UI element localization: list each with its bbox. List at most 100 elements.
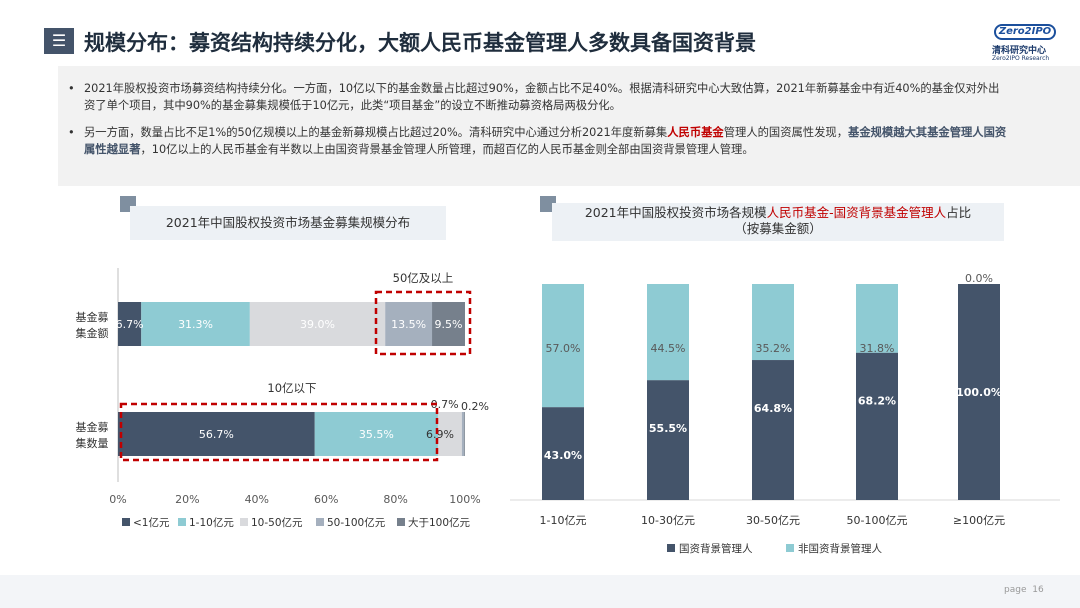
right-data-label-nonstate: 35.2% (756, 342, 791, 355)
left-x-tick-label: 40% (245, 493, 269, 506)
left-data-label: 13.5% (391, 318, 426, 331)
left-legend-label: 50-100亿元 (327, 516, 386, 529)
left-legend-swatch (316, 518, 324, 526)
right-stacked-column-chart: 43.0% 57.0% 1-10亿元 55.5% 44.5% 10-30亿元 64.8% 35… (510, 272, 1060, 555)
left-bar-segment (314, 412, 438, 456)
bullet-2-part-b: 管理人的国资属性发现， (723, 126, 849, 139)
right-bar-segment-nonstate (647, 284, 689, 381)
bullet-2-highlight-blue: 基金规模越大其基金管理人国资属性越显著 (84, 126, 1007, 156)
left-legend-swatch (240, 518, 248, 526)
right-bar-segment-nonstate (856, 284, 898, 353)
menu-icon: ☰ (44, 28, 74, 54)
right-category-label: 50-100亿元 (847, 514, 908, 527)
page-title: 规模分布：募资结构持续分化，大额人民币基金管理人多数具备国资背景 (84, 31, 756, 55)
left-bar-segment (464, 412, 465, 456)
right-legend-label: 非国资背景管理人 (798, 542, 882, 555)
annotation-label-under10: 10亿以下 (267, 381, 316, 395)
left-bar-segment (249, 302, 386, 346)
left-x-tick-label: 80% (383, 493, 407, 506)
left-data-label: 6.9% (426, 428, 454, 441)
left-bar-segment (118, 412, 315, 456)
header-band (0, 0, 1080, 66)
right-data-label-nonstate: 57.0% (546, 342, 581, 355)
left-data-label: 9.5% (435, 318, 463, 331)
left-x-tick-label: 60% (314, 493, 338, 506)
left-legend-label: 1-10亿元 (189, 516, 234, 529)
left-bar-segment (437, 412, 462, 456)
left-data-label: 0.2% (461, 400, 489, 413)
left-bar-segment (461, 412, 465, 456)
left-legend-label: 大于100亿元 (408, 516, 471, 529)
left-legend-label: <1亿元 (133, 516, 170, 529)
left-x-tick-label: 100% (449, 493, 480, 506)
left-data-label: 0.7% (431, 398, 459, 411)
zero2ipo-logo: Zero2IPO 清科研究中心 Zero2IPO Research (990, 22, 1070, 64)
summary-box (58, 66, 1080, 186)
right-data-label-nonstate: 31.8% (860, 342, 895, 355)
right-data-label-state: 43.0% (544, 449, 582, 462)
right-title-red: 人民币基金-国资背景基金管理人 (766, 205, 947, 220)
right-bar-segment-nonstate (542, 284, 584, 408)
footer-band (0, 575, 1080, 608)
right-bar-segment-state (647, 380, 689, 500)
page-number-value: 16 (1032, 585, 1044, 595)
left-legend-swatch (178, 518, 186, 526)
right-chart-title: 2021年中国股权投资市场各规模人民币基金-国资背景基金管理人占比 （按募集金额… (552, 203, 1004, 241)
right-data-label-nonstate: 44.5% (651, 342, 686, 355)
right-category-label: 10-30亿元 (641, 514, 695, 527)
left-category-label: 集金额 (76, 326, 109, 340)
left-data-label: 6.7% (116, 318, 144, 331)
logo-en: Zero2IPO Research (992, 55, 1050, 62)
right-data-label-state: 68.2% (858, 395, 896, 408)
left-data-label: 56.7% (199, 428, 234, 441)
left-data-label: 39.0% (300, 318, 335, 331)
page-number: page 16 (1004, 585, 1044, 595)
right-title-part-a: 2021年中国股权投资市场各规模 (584, 205, 767, 220)
left-chart-title: 2021年中国股权投资市场基金募集规模分布 (130, 206, 446, 240)
left-legend-swatch (122, 518, 130, 526)
page-label: page (1004, 585, 1027, 595)
summary-bullet-1: • 2021年股权投资市场募资结构持续分化。一方面，10亿以下的基金数量占比超过… (68, 80, 1008, 114)
right-data-label-nonstate: 0.0% (965, 272, 993, 285)
right-data-label-state: 64.8% (754, 402, 792, 415)
right-legend-swatch (786, 544, 794, 552)
bullet-dot: • (68, 82, 75, 95)
logo-cn: 清科研究中心 (992, 46, 1047, 56)
right-chart-title-line2: （按募集金额） (734, 221, 822, 236)
right-bar-segment-state (958, 284, 1000, 500)
left-category-label: 基金募 (76, 310, 109, 324)
summary-bullet-2: • 另一方面，数量占比不足1%的50亿规模以上的基金新募规模占比超过20%。清科… (68, 124, 1008, 158)
left-x-tick-label: 20% (175, 493, 199, 506)
right-title-part-b: 占比 (946, 205, 972, 220)
bullet-dot: • (68, 126, 75, 139)
bullet-2-part-c: ，10亿以上的人民币基金有半数以上由国资背景基金管理人所管理，而超百亿的人民币基… (140, 143, 754, 156)
left-category-label: 集数量 (76, 436, 109, 450)
right-data-label-state: 55.5% (649, 422, 687, 435)
right-bar-segment-state (856, 352, 898, 500)
bullet-2-part-a: 另一方面，数量占比不足1%的50亿规模以上的基金新募规模占比超过20%。清科研究… (84, 126, 668, 139)
right-bar-segment-state (542, 407, 584, 500)
left-x-tick-label: 0% (109, 493, 126, 506)
right-category-label: 1-10亿元 (540, 514, 587, 527)
left-bar-segment (118, 302, 142, 346)
left-legend-swatch (397, 518, 405, 526)
bullet-2-highlight-red: 人民币基金 (667, 126, 724, 139)
logo-mark: Zero2IPO (994, 24, 1056, 40)
bullet-1-text: 2021年股权投资市场募资结构持续分化。一方面，10亿以下的基金数量占比超过90… (84, 82, 1000, 112)
left-bar-segment (385, 302, 433, 346)
right-category-label: ≥100亿元 (953, 514, 1005, 527)
right-legend-label: 国资背景管理人 (679, 542, 753, 555)
right-category-label: 30-50亿元 (746, 514, 800, 527)
left-category-label: 基金募 (76, 420, 109, 434)
right-chart-title-line1: 2021年中国股权投资市场各规模人民币基金-国资背景基金管理人占比 (552, 205, 1004, 221)
annotation-box-under10 (119, 402, 439, 462)
right-legend-swatch (667, 544, 675, 552)
right-bar-segment-nonstate (752, 284, 794, 361)
annotation-label-50plus: 50亿及以上 (393, 271, 454, 285)
right-data-label-state: 100.0% (956, 386, 1002, 399)
left-bar-segment (432, 302, 465, 346)
right-bar-segment-state (752, 360, 794, 500)
bullet-2-text: 另一方面，数量占比不足1%的50亿规模以上的基金新募规模占比超过20%。清科研究… (68, 124, 1008, 158)
left-legend-label: 10-50亿元 (251, 516, 303, 529)
